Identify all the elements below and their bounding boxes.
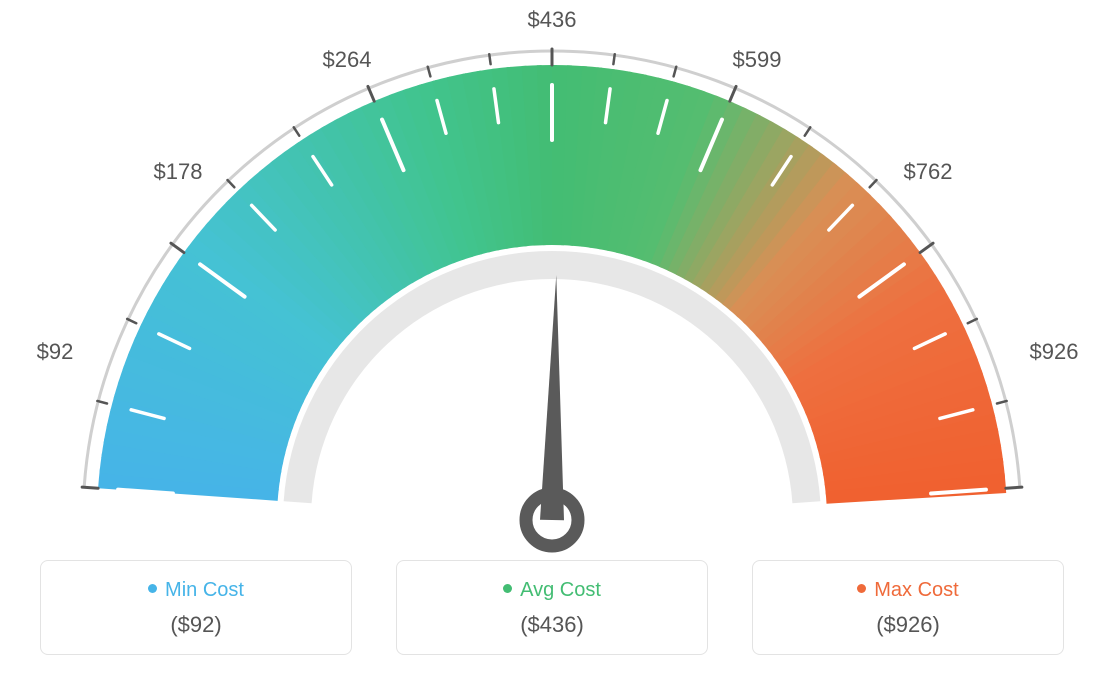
legend-title-avg: Avg Cost [407, 579, 697, 602]
gauge-tick-label: $436 [528, 7, 577, 33]
legend-value-min: ($92) [51, 612, 341, 638]
gauge-tick-label: $264 [323, 47, 372, 73]
gauge-tick-label: $178 [154, 159, 203, 185]
legend-title-max: Max Cost [763, 579, 1053, 602]
legend-card-max: Max Cost ($926) [752, 560, 1064, 655]
legend-title-min: Min Cost [51, 579, 341, 602]
legend-value-max: ($926) [763, 612, 1053, 638]
gauge-tick-label: $599 [733, 47, 782, 73]
legend-card-min: Min Cost ($92) [40, 560, 352, 655]
legend-card-avg: Avg Cost ($436) [396, 560, 708, 655]
legend-value-avg: ($436) [407, 612, 697, 638]
gauge-chart: $92 $178 $264 $436 $599 $762 $926 [0, 0, 1104, 560]
gauge-tick-label: $92 [37, 339, 74, 365]
gauge-tick-label: $762 [904, 159, 953, 185]
legend-row: Min Cost ($92) Avg Cost ($436) Max Cost … [0, 560, 1104, 655]
gauge-tick-label: $926 [1030, 339, 1079, 365]
